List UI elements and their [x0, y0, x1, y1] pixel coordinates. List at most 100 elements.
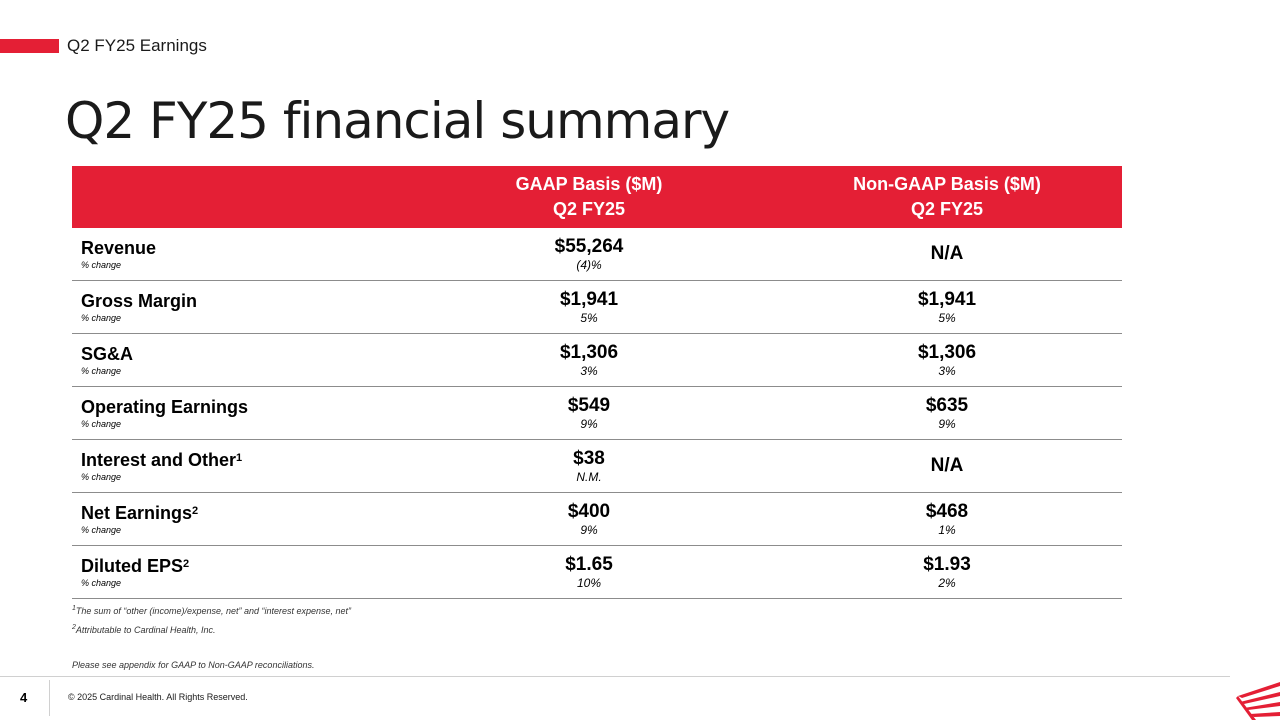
financial-summary-table: GAAP Basis ($M) Q2 FY25 Non-GAAP Basis (… — [72, 166, 1122, 599]
metric-subtitle: % change — [81, 419, 122, 429]
nongaap-value: N/A — [930, 243, 964, 264]
metric-subtitle: % change — [81, 472, 122, 482]
nongaap-value: $1.93 — [923, 553, 971, 575]
gaap-cell: $400 9% — [515, 501, 663, 538]
metric-cell: Operating Earnings % change — [72, 396, 515, 430]
metric-name: Interest and Other1 — [81, 449, 515, 471]
page-number: 4 — [20, 690, 28, 705]
nongaap-cell: $1,941 5% — [844, 289, 1050, 326]
metric-label: Gross Margin — [81, 291, 198, 311]
gaap-cell: $1.65 10% — [515, 554, 663, 591]
metric-subtitle: % change — [81, 525, 122, 535]
page-title: Q2 FY25 financial summary — [65, 92, 730, 150]
metric-cell: Revenue % change — [72, 237, 515, 271]
nongaap-cell: $1,306 3% — [844, 342, 1050, 379]
gaap-value: $549 — [567, 394, 611, 416]
metric-cell: Net Earnings2 % change — [72, 502, 515, 536]
nongaap-cell: $635 9% — [844, 395, 1050, 432]
nongaap-value: $635 — [925, 394, 969, 416]
nongaap-change: 9% — [938, 416, 956, 431]
metric-label: Diluted EPS — [81, 556, 184, 576]
appendix-note: Please see appendix for GAAP to Non-GAAP… — [72, 660, 315, 670]
gaap-cell: $1,941 5% — [515, 289, 663, 326]
metric-subtitle: % change — [81, 260, 122, 270]
metric-label: Net Earnings — [81, 503, 193, 523]
footer-vertical-divider — [49, 680, 50, 716]
metric-label: Operating Earnings — [81, 397, 249, 417]
footnote-2: 2Attributable to Cardinal Health, Inc. — [72, 624, 351, 635]
nongaap-change: 1% — [938, 522, 956, 537]
metric-name: Diluted EPS2 — [81, 555, 515, 577]
metric-label: SG&A — [81, 344, 134, 364]
gaap-change: 9% — [580, 416, 598, 431]
gaap-value: $400 — [567, 500, 611, 522]
nongaap-cell: $468 1% — [844, 501, 1050, 538]
nongaap-change: 5% — [938, 310, 956, 325]
footnote-ref: 2 — [192, 505, 199, 517]
nongaap-change: 3% — [938, 363, 956, 378]
metric-subtitle: % change — [81, 578, 122, 588]
metric-cell: Diluted EPS2 % change — [72, 555, 515, 589]
gaap-cell: $38 N.M. — [515, 448, 663, 485]
gaap-cell: $1,306 3% — [515, 342, 663, 379]
metric-subtitle: % change — [81, 313, 122, 323]
nongaap-value: $468 — [925, 500, 969, 522]
metric-label: Revenue — [81, 238, 157, 258]
table-row: SG&A % change $1,306 3% $1,306 3% — [72, 334, 1122, 387]
metric-name: Revenue — [81, 237, 515, 259]
footnote-2-text: Attributable to Cardinal Health, Inc. — [75, 625, 216, 635]
table-row: Revenue % change $55,264 (4)% N/A — [72, 228, 1122, 281]
footnotes: 1The sum of “other (income)/expense, net… — [72, 605, 351, 643]
nongaap-cell: N/A — [844, 243, 1050, 265]
nongaap-header-period: Q2 FY25 — [910, 199, 984, 219]
section-label: Q2 FY25 Earnings — [67, 36, 207, 55]
gaap-change: N.M. — [576, 469, 602, 484]
gaap-value: $55,264 — [554, 235, 624, 257]
copyright-text: © 2025 Cardinal Health. All Rights Reser… — [68, 692, 248, 702]
nongaap-header-title: Non-GAAP Basis ($M) — [853, 174, 1041, 194]
metric-name: Gross Margin — [81, 290, 515, 312]
table-header: GAAP Basis ($M) Q2 FY25 Non-GAAP Basis (… — [72, 166, 1122, 228]
section-accent-bar — [0, 39, 59, 53]
gaap-header-period: Q2 FY25 — [552, 199, 626, 219]
table-row: Net Earnings2 % change $400 9% $468 1% — [72, 493, 1122, 546]
table-row: Operating Earnings % change $549 9% $635… — [72, 387, 1122, 440]
metric-label: Interest and Other — [81, 450, 237, 470]
table-row: Gross Margin % change $1,941 5% $1,941 5… — [72, 281, 1122, 334]
nongaap-cell: N/A — [844, 455, 1050, 477]
gaap-cell: $549 9% — [515, 395, 663, 432]
gaap-change: 9% — [580, 522, 598, 537]
footer-divider-line — [0, 676, 1230, 677]
gaap-header-title: GAAP Basis ($M) — [515, 174, 663, 194]
nongaap-value: $1,941 — [917, 288, 977, 310]
gaap-change: (4)% — [576, 257, 602, 272]
gaap-value: $1.65 — [565, 553, 613, 575]
gaap-change: 5% — [580, 310, 598, 325]
nongaap-header: Non-GAAP Basis ($M) Q2 FY25 — [844, 172, 1050, 222]
gaap-cell: $55,264 (4)% — [515, 236, 663, 273]
gaap-value: $38 — [573, 447, 605, 469]
gaap-change: 3% — [580, 363, 598, 378]
footnote-1-marker: 1 — [72, 605, 76, 612]
metric-cell: SG&A % change — [72, 343, 515, 377]
footnote-ref: 2 — [183, 558, 190, 570]
gaap-value: $1,941 — [559, 288, 619, 310]
metric-name: Operating Earnings — [81, 396, 515, 418]
metric-name: Net Earnings2 — [81, 502, 515, 524]
metric-cell: Gross Margin % change — [72, 290, 515, 324]
metric-cell: Interest and Other1 % change — [72, 449, 515, 483]
footnote-1: 1The sum of “other (income)/expense, net… — [72, 605, 351, 616]
table-body: Revenue % change $55,264 (4)% N/A Gross … — [72, 228, 1122, 599]
nongaap-cell: $1.93 2% — [844, 554, 1050, 591]
cardinal-health-logo-icon — [1236, 682, 1280, 720]
nongaap-value: N/A — [930, 455, 964, 476]
footnote-ref: 1 — [236, 452, 243, 464]
gaap-change: 10% — [576, 575, 602, 590]
footnote-1-text: The sum of “other (income)/expense, net”… — [75, 606, 352, 616]
metric-subtitle: % change — [81, 366, 122, 376]
gaap-header: GAAP Basis ($M) Q2 FY25 — [515, 172, 663, 222]
nongaap-change: 2% — [938, 575, 956, 590]
footnote-2-marker: 2 — [72, 624, 76, 631]
gaap-value: $1,306 — [559, 341, 619, 363]
nongaap-value: $1,306 — [917, 341, 977, 363]
